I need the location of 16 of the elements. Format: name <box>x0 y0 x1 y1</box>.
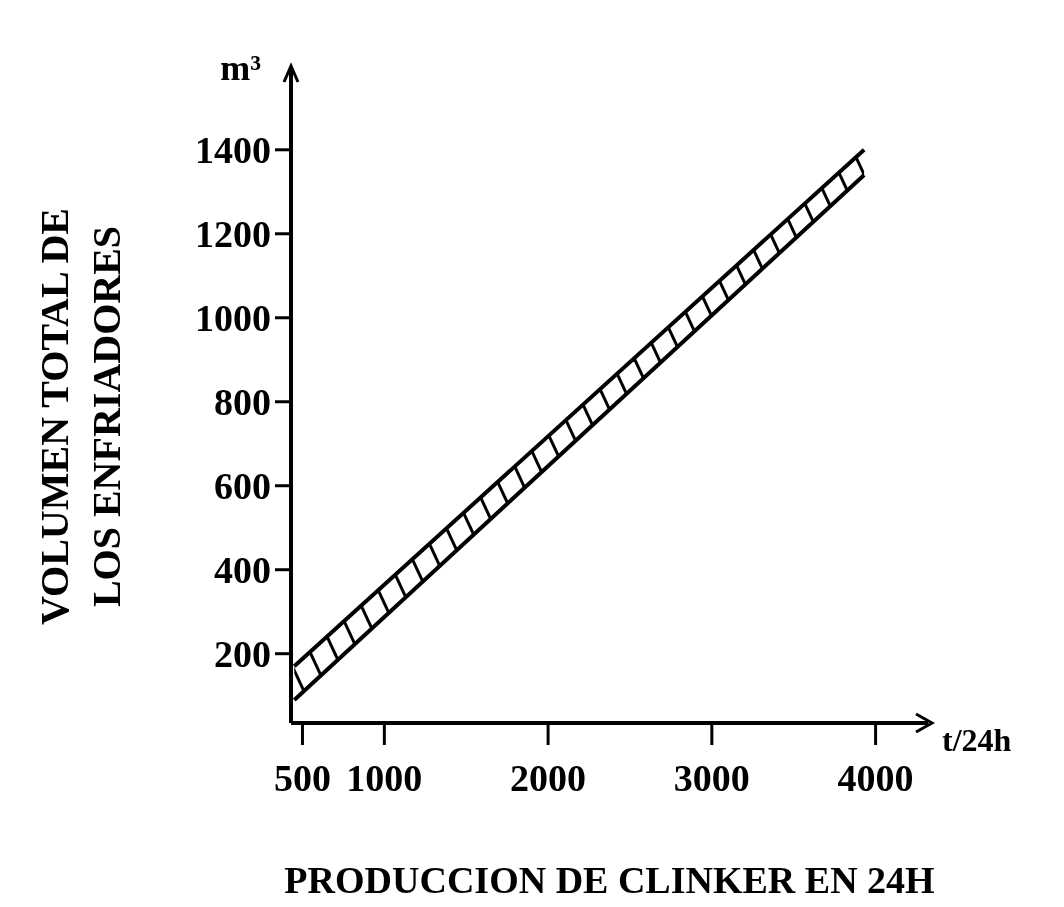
y-tick-label: 1000 <box>195 297 271 340</box>
x-tick-label: 500 <box>273 757 331 799</box>
x-tick-label: 3000 <box>673 757 750 799</box>
y-tick-label: 200 <box>214 633 271 676</box>
y-tick-label: 800 <box>214 381 271 424</box>
text: t/24h <box>942 722 1012 758</box>
y-tick-label: 600 <box>214 465 271 508</box>
x-tick-label: 4000 <box>837 757 914 799</box>
y-tick-label: 1200 <box>195 213 271 256</box>
y-tick-label: 1400 <box>195 129 271 172</box>
y-axis-title: VOLUMEN TOTAL DE LOS ENFRIADORES <box>32 207 129 626</box>
x-tick-label: 1000 <box>346 757 423 799</box>
y-tick-label: 400 <box>214 549 271 592</box>
text: m³ <box>220 48 262 88</box>
x-axis-title: PRODUCCION DE CLINKER EN 24H <box>284 859 935 901</box>
x-tick-label: 2000 <box>510 757 587 799</box>
